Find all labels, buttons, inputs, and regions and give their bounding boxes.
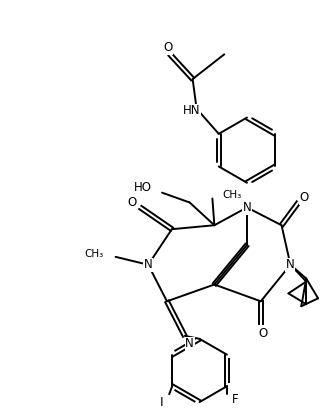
Text: CH₃: CH₃ (84, 249, 104, 259)
Text: HO: HO (134, 181, 152, 194)
Text: O: O (163, 41, 172, 54)
Text: N: N (185, 337, 194, 350)
Text: O: O (258, 327, 267, 340)
Text: N: N (243, 201, 251, 214)
Text: HN: HN (183, 104, 200, 117)
Text: CH₃: CH₃ (222, 190, 242, 200)
Text: O: O (300, 191, 309, 204)
Text: I: I (159, 396, 163, 409)
Text: N: N (144, 258, 153, 271)
Text: O: O (128, 196, 137, 209)
Text: F: F (231, 393, 238, 406)
Text: N: N (286, 258, 295, 271)
